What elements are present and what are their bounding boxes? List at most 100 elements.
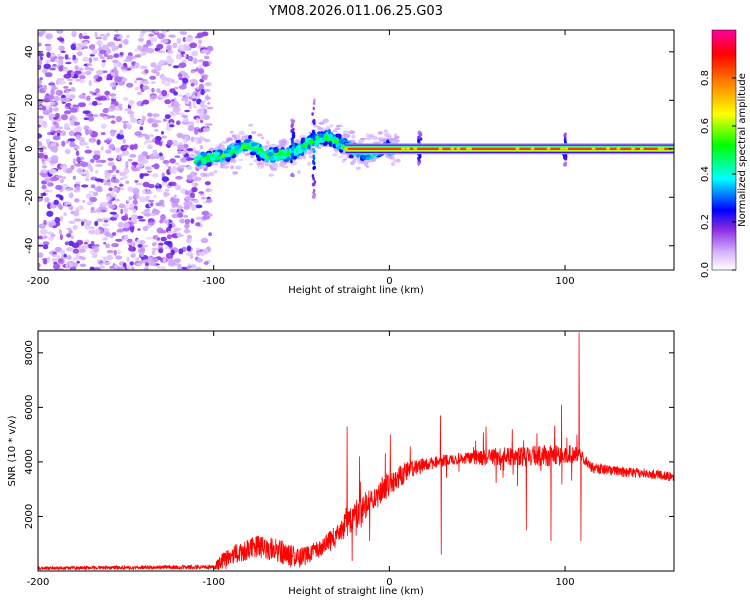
noise-blob (68, 192, 74, 199)
noise-blob (39, 56, 44, 61)
noise-blob (68, 130, 75, 137)
noise-blob (68, 187, 73, 191)
noise-blob (107, 161, 115, 166)
noise-blob (48, 82, 56, 86)
noise-blob (196, 32, 205, 38)
noise-blob (202, 127, 210, 133)
noise-blob (138, 219, 146, 222)
noise-blob (137, 228, 141, 231)
noise-blob (143, 213, 151, 217)
noise-blob (177, 212, 184, 218)
x-tick-label: -100 (202, 577, 225, 588)
noise-blob (89, 54, 95, 57)
drift-haze (360, 162, 365, 164)
noise-blob (144, 30, 152, 33)
colorbar-ticks: 0.0 0.2 0.4 0.6 0.8 (700, 70, 736, 278)
noise-blob (135, 257, 140, 261)
noise-blob (174, 86, 179, 90)
noise-blob (38, 52, 44, 57)
noise-blob (54, 246, 62, 253)
noise-blob (38, 64, 42, 70)
noise-blob (134, 131, 142, 137)
noise-blob (164, 114, 171, 119)
drift-haze (335, 124, 341, 128)
noise-blob (83, 117, 89, 121)
noise-blob (127, 158, 133, 162)
spike-blob (417, 131, 421, 135)
noise-blob (70, 87, 76, 92)
noise-blob (76, 167, 84, 174)
noise-blob (40, 228, 48, 235)
colorbar-gradient (711, 29, 737, 271)
noise-blob (114, 76, 122, 83)
noise-blob (80, 161, 89, 168)
noise-blob (193, 90, 197, 94)
drift-haze (279, 162, 285, 167)
spike-blob (290, 140, 294, 144)
carrier-fleck (660, 147, 665, 151)
noise-blob (95, 93, 102, 97)
noise-blob (62, 165, 68, 172)
noise-blob (39, 77, 43, 81)
noise-blob (119, 172, 126, 177)
noise-blob (38, 98, 44, 104)
noise-blob (166, 139, 173, 146)
spike-blob (292, 173, 295, 178)
spike-blob (290, 152, 294, 157)
noise-blob (66, 233, 72, 238)
noise-blob (103, 220, 109, 223)
noise-blob (38, 196, 44, 202)
drift-haze (343, 158, 347, 161)
drift-band-blob (335, 133, 342, 138)
noise-blob (180, 51, 186, 55)
noise-blob (38, 42, 42, 47)
noise-blob (66, 168, 73, 174)
colorbar: 0.0 0.2 0.4 0.6 0.8 Normalized spectral ampl… (700, 29, 748, 278)
noise-blob (112, 96, 117, 100)
spike-blob (419, 132, 423, 137)
drift-haze (260, 136, 265, 140)
noise-blob (81, 173, 87, 177)
drift-haze (322, 118, 329, 123)
noise-blob (71, 242, 80, 249)
carrier-fleck (560, 147, 565, 151)
noise-blob (178, 219, 185, 223)
noise-blob (48, 189, 53, 193)
noise-blob (183, 44, 191, 50)
noise-blob (166, 50, 174, 54)
noise-blob (56, 255, 61, 259)
noise-blob (72, 158, 76, 165)
noise-blob (168, 223, 173, 229)
noise-blob (186, 234, 193, 240)
noise-blob (63, 68, 68, 72)
noise-blob (177, 165, 185, 169)
noise-blob (151, 247, 159, 251)
noise-blob (197, 59, 205, 63)
noise-blob (172, 65, 180, 69)
noise-blob (186, 165, 193, 171)
noise-blob (175, 120, 181, 126)
noise-blob (129, 261, 134, 266)
colorbar-tick-label: 0.8 (700, 70, 711, 86)
noise-blob (172, 80, 179, 84)
noise-blob (111, 232, 117, 236)
noise-blob (48, 250, 53, 255)
spike-blob (312, 161, 316, 165)
noise-blob (41, 165, 48, 169)
noise-blob (55, 194, 62, 198)
noise-blob (63, 253, 67, 258)
noise-blob (70, 43, 77, 51)
noise-blob (69, 141, 76, 148)
drift-band-blob (340, 140, 345, 144)
noise-blob (133, 143, 138, 150)
noise-blob (123, 222, 130, 229)
noise-blob (38, 266, 41, 270)
noise-blob (154, 120, 162, 123)
noise-blob (190, 136, 195, 143)
noise-blob (123, 38, 129, 46)
noise-blob (147, 112, 153, 118)
noise-blob (122, 96, 129, 101)
noise-blob (122, 77, 128, 82)
noise-blob (177, 263, 182, 270)
